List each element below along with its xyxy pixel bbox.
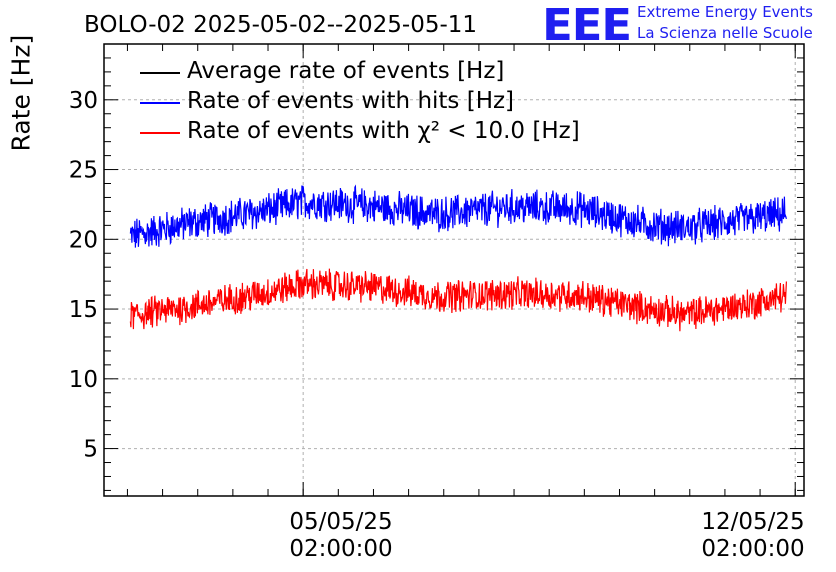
x-tick-label-2: 12/05/25 02:00:00: [688, 509, 818, 563]
series-layer: [129, 184, 787, 332]
eee-logo-icon: EEE: [542, 0, 632, 51]
chart-title: BOLO-02 2025-05-02--2025-05-11: [84, 12, 478, 38]
grid-lines: [104, 44, 804, 496]
y-tick-label: 25: [69, 158, 98, 184]
x-tick-date-2: 12/05/25: [701, 509, 805, 535]
plot-frame: [103, 43, 805, 497]
y-tick-label: 5: [83, 437, 98, 463]
x-tick-time-1: 02:00:00: [289, 536, 393, 562]
y-tick-label: 10: [69, 367, 98, 393]
legend-line-hits: [140, 102, 180, 104]
y-tick-label: 30: [69, 88, 98, 114]
legend-label-chi2: Rate of events with χ² < 10.0 [Hz]: [187, 118, 580, 144]
logo-text-line2: La Scienza nelle Scuole: [637, 24, 813, 42]
y-axis-label: Rate [Hz]: [6, 34, 36, 152]
axes-frame: 5 10 15 20 25 30: [69, 43, 805, 497]
y-tick-label: 15: [69, 297, 98, 323]
logo-text-line1: Extreme Energy Events: [637, 3, 813, 21]
x-tick-date-1: 05/05/25: [289, 509, 393, 535]
legend-line-average: [140, 72, 180, 74]
legend-line-chi2: [140, 132, 180, 134]
legend-label-average: Average rate of events [Hz]: [187, 58, 505, 84]
legend-label-hits: Rate of events with hits [Hz]: [187, 88, 515, 114]
x-tick-time-2: 02:00:00: [701, 536, 805, 562]
series-line-2: [129, 268, 787, 332]
y-tick-label: 20: [69, 227, 98, 253]
x-tick-label-1: 05/05/25 02:00:00: [276, 509, 406, 563]
series-line-1: [129, 184, 787, 248]
